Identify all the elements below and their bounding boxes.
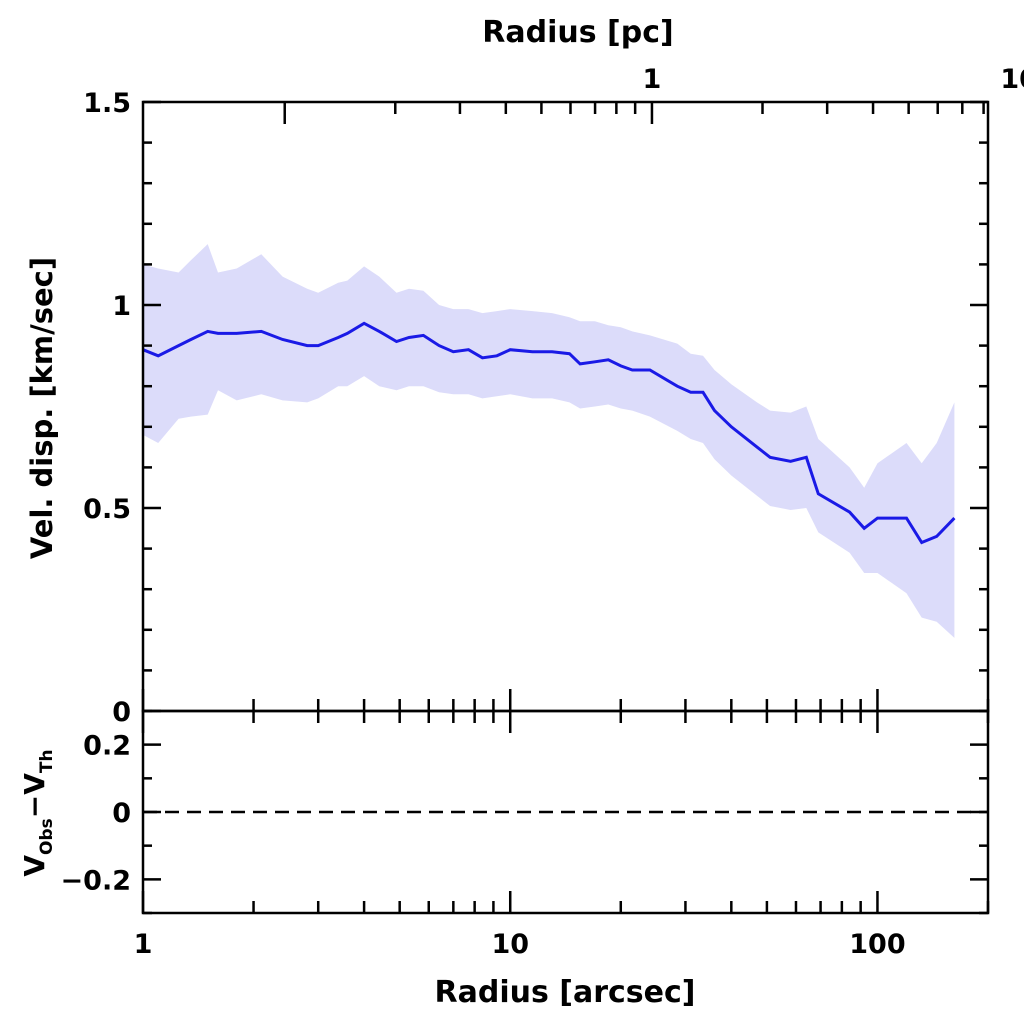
bottom-panel: [141, 689, 990, 915]
y-tick-label: 0.5: [83, 494, 131, 525]
bottom-panel-ticks: [141, 689, 990, 915]
ylabel-minus-v: −V: [18, 773, 51, 818]
arcsec-tick-label: 10: [491, 929, 529, 960]
bottom-panel-frame: [141, 709, 990, 915]
top-axis-title: Radius [pc]: [482, 15, 673, 50]
pc-tick-label: 1: [643, 64, 662, 95]
top-panel: [141, 100, 990, 713]
resid-tick-label: 0.2: [83, 731, 131, 762]
top-panel-ticks: [143, 100, 988, 713]
top-y-axis-title: Vel. disp. [km/sec]: [25, 257, 59, 559]
top-panel-frame: [141, 100, 990, 713]
resid-tick-label: −0.2: [61, 865, 131, 896]
arcsec-tick-label: 1: [134, 929, 153, 960]
ylabel-v1: V: [18, 855, 51, 877]
confidence-band: [143, 244, 955, 638]
ylabel-sub-obs: Obs: [37, 818, 57, 855]
bottom-y-axis-title: VObs−VTh: [18, 749, 57, 876]
velocity-dispersion-line: [142, 321, 956, 545]
ylabel-sub-th: Th: [37, 749, 57, 773]
bottom-axis-title: Radius [arcsec]: [435, 975, 696, 1010]
y-tick-label: 1: [112, 291, 131, 322]
y-tick-label: 0: [112, 697, 131, 728]
y-tick-label: 1.5: [83, 88, 131, 119]
resid-tick-label: 0: [112, 798, 131, 829]
pc-tick-label: 10: [1000, 64, 1024, 95]
arcsec-tick-label: 100: [849, 929, 905, 960]
